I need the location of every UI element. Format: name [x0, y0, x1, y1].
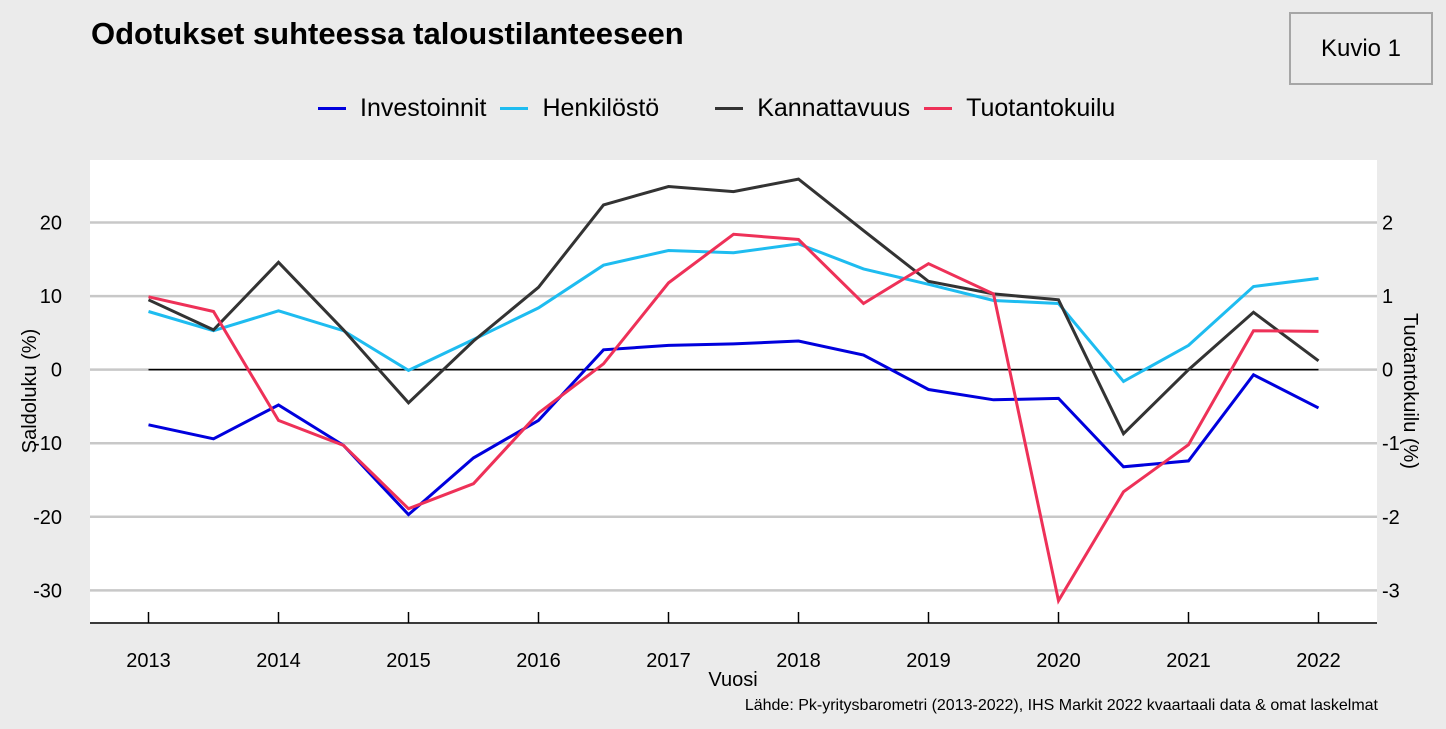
legend-item-kannattavuus: Kannattavuus [715, 94, 910, 123]
x-tick-label: 2019 [906, 650, 951, 672]
y-tick-label: 0 [51, 360, 62, 382]
legend-label: Kannattavuus [757, 94, 911, 122]
y-tick-label: 20 [40, 213, 62, 235]
y2-tick-label: -2 [1382, 507, 1400, 529]
legend-item-henkilosto: Henkilöstö [500, 94, 659, 123]
figure-label: Kuvio 1 [1289, 12, 1433, 85]
x-tick-label: 2016 [516, 650, 561, 672]
source-note: Lähde: Pk-yritysbarometri (2013-2022), I… [744, 697, 1378, 714]
y2-tick-label: 0 [1382, 360, 1393, 382]
legend-item-tuotantokuilu: Tuotantokuilu [924, 94, 1115, 123]
x-tick-label: 2021 [1166, 650, 1211, 672]
y2-tick-label: -1 [1382, 433, 1400, 455]
y2-tick-label: 1 [1382, 286, 1393, 308]
legend-swatch-henkilosto [500, 107, 529, 110]
legend-label: Investoinnit [360, 94, 487, 122]
y-tick-label: -10 [33, 433, 62, 455]
x-tick-label: 2020 [1036, 650, 1081, 672]
x-axis-title: Vuosi [708, 669, 757, 691]
plot-area [90, 160, 1377, 622]
y2-axis-title: Tuotantokuilu (%) [1399, 313, 1421, 469]
x-tick-label: 2022 [1296, 650, 1341, 672]
y-ticks-left: 20 10 0 -10 -20 -30 [33, 213, 62, 603]
legend-swatch-tuotantokuilu [924, 107, 953, 110]
legend-item-investoinnit: Investoinnit [318, 94, 486, 123]
legend-label: Tuotantokuilu [966, 94, 1116, 122]
y2-tick-label: -3 [1382, 580, 1400, 602]
legend-label: Henkilöstö [542, 94, 660, 122]
y-tick-label: -30 [33, 580, 62, 602]
x-ticks: 2013 2014 2015 2016 2017 2018 2019 2020 2021 2022 [126, 612, 1341, 672]
x-tick-label: 2015 [386, 650, 431, 672]
legend-swatch-investoinnit [318, 107, 346, 110]
y-tick-label: 10 [40, 286, 62, 308]
y-tick-label: -20 [33, 507, 62, 529]
y-axis-title: Saldoluku (%) [19, 329, 41, 454]
x-tick-label: 2013 [126, 650, 171, 672]
x-tick-label: 2018 [776, 650, 821, 672]
y-ticks-right: 2 1 0 -1 -2 -3 [1382, 213, 1400, 603]
figure-label-text: Kuvio 1 [1320, 34, 1402, 62]
chart-title: Odotukset suhteessa taloustilanteeseen [91, 16, 684, 51]
series-lines [147, 177, 1320, 605]
x-tick-label: 2014 [256, 650, 301, 672]
x-tick-label: 2017 [646, 650, 691, 672]
legend: Investoinnit Henkilöstö Kannattavuus Tuo… [318, 94, 1129, 123]
y2-tick-label: 2 [1382, 213, 1393, 235]
legend-swatch-kannattavuus [715, 107, 744, 110]
